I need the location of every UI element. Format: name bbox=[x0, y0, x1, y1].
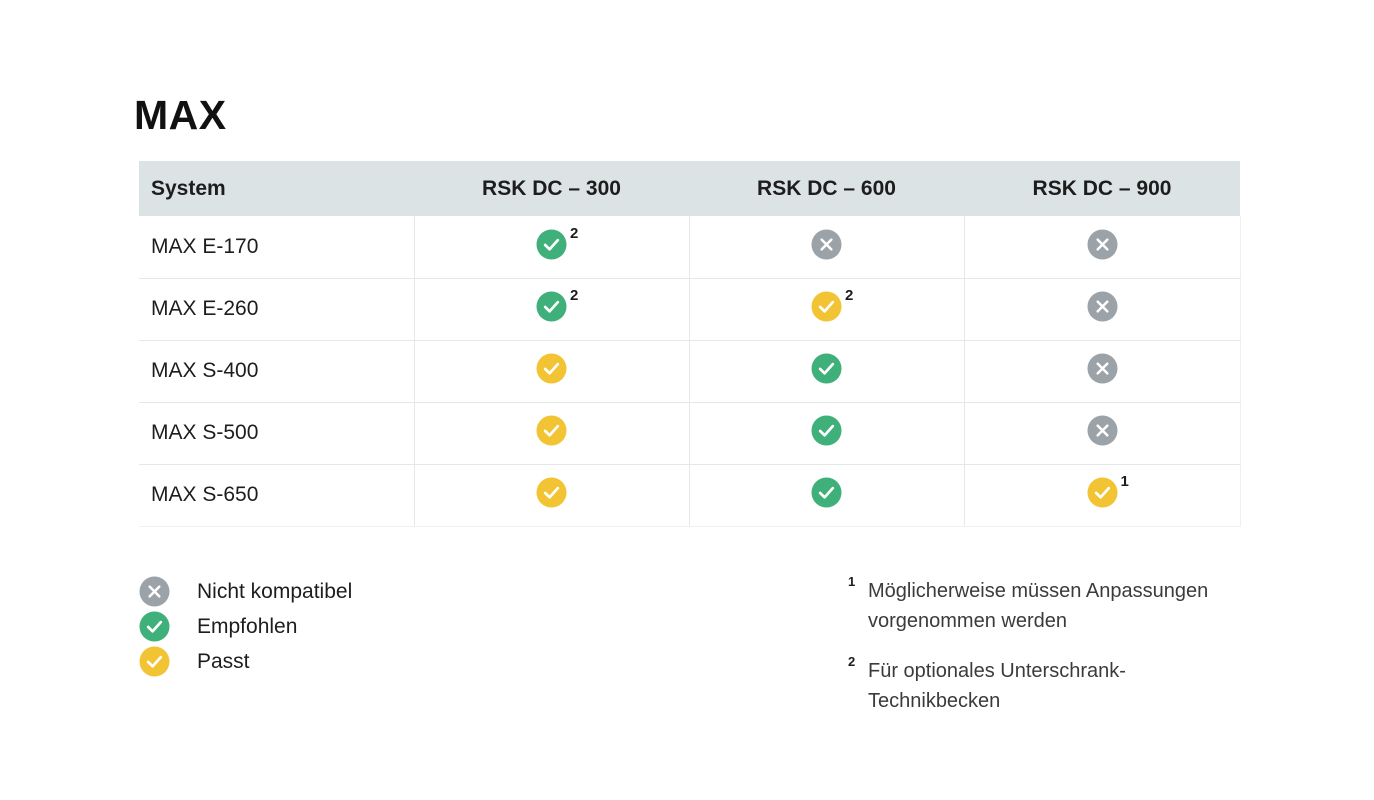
status-incompatible bbox=[1086, 353, 1118, 384]
system-name: MAX S-650 bbox=[139, 464, 414, 527]
compatibility-cell bbox=[963, 340, 1241, 403]
compatibility-table: System RSK DC – 300 RSK DC – 600 RSK DC … bbox=[139, 161, 1241, 527]
check-circle-icon bbox=[811, 415, 842, 446]
compatibility-cell bbox=[688, 464, 964, 527]
check-circle-icon bbox=[139, 611, 170, 642]
footnote-1: 1 Möglicherweise müssen Anpassungen vorge… bbox=[848, 574, 1258, 636]
check-circle-icon bbox=[811, 291, 842, 322]
compatibility-cell: 2 bbox=[413, 216, 689, 279]
page-title: MAX bbox=[134, 92, 227, 138]
x-circle-icon bbox=[1086, 229, 1118, 260]
system-name: MAX S-400 bbox=[139, 340, 414, 403]
compatibility-cell bbox=[688, 340, 964, 403]
column-header-rsk-dc-900: RSK DC – 900 bbox=[1032, 176, 1172, 200]
legend-label: Passt bbox=[197, 649, 250, 673]
compatibility-cell bbox=[413, 464, 689, 527]
check-circle-icon bbox=[536, 477, 567, 508]
status-incompatible bbox=[1086, 229, 1118, 260]
compatibility-cell: 2 bbox=[413, 278, 689, 341]
status-recommended bbox=[811, 353, 842, 384]
table-row: MAX E-170 2 bbox=[139, 216, 1241, 279]
footnote-text: Möglicherweise müssen Anpassungen vorgen… bbox=[868, 580, 1209, 632]
check-circle-icon bbox=[1086, 477, 1118, 508]
compatibility-cell: 2 bbox=[688, 278, 964, 341]
compatibility-cell bbox=[413, 340, 689, 403]
footnote-marker: 2 bbox=[570, 224, 579, 242]
status-incompatible bbox=[1086, 415, 1118, 446]
compatibility-cell bbox=[963, 216, 1241, 279]
check-circle-icon bbox=[536, 353, 567, 384]
compatibility-cell bbox=[963, 402, 1241, 465]
check-circle-icon bbox=[811, 353, 842, 384]
compatibility-cell bbox=[963, 278, 1241, 341]
status-recommended bbox=[811, 477, 842, 508]
status-fits bbox=[536, 477, 567, 508]
compatibility-cell bbox=[413, 402, 689, 465]
status-incompatible bbox=[1086, 291, 1118, 322]
status-fits bbox=[536, 353, 567, 384]
check-circle-icon bbox=[536, 229, 567, 260]
x-circle-icon bbox=[1086, 353, 1118, 384]
status-fits: 1 bbox=[1086, 473, 1129, 508]
status-fits: 2 bbox=[811, 287, 853, 322]
status-recommended: 2 bbox=[536, 287, 578, 322]
table-row: MAX E-260 2 2 bbox=[139, 278, 1241, 341]
column-header-rsk-dc-300: RSK DC – 300 bbox=[482, 176, 621, 200]
check-circle-icon bbox=[811, 477, 842, 508]
legend-item-recommended: Empfohlen bbox=[139, 609, 352, 644]
x-circle-icon bbox=[1086, 415, 1118, 446]
footnote-marker: 1 bbox=[1120, 473, 1129, 490]
column-header-system: System bbox=[151, 176, 226, 200]
legend-label: Empfohlen bbox=[197, 614, 298, 638]
footnote-marker: 2 bbox=[845, 287, 854, 304]
x-circle-icon bbox=[1086, 291, 1118, 322]
table-row: MAX S-400 bbox=[139, 340, 1241, 403]
system-name: MAX E-170 bbox=[139, 216, 414, 279]
table-header-row: System RSK DC – 300 RSK DC – 600 RSK DC … bbox=[139, 161, 1240, 216]
status-recommended bbox=[811, 415, 842, 446]
table-row: MAX S-500 bbox=[139, 402, 1241, 465]
check-circle-icon bbox=[536, 415, 567, 446]
footnotes: 1 Möglicherweise müssen Anpassungen vorge… bbox=[848, 574, 1258, 736]
system-name: MAX E-260 bbox=[139, 278, 414, 341]
legend-item-incompatible: Nicht kompatibel bbox=[139, 574, 352, 609]
footnote-text: Für optionales Unterschrank-Technikbecke… bbox=[868, 660, 1126, 712]
status-recommended: 2 bbox=[536, 225, 578, 260]
system-name: MAX S-500 bbox=[139, 402, 414, 465]
legend-item-fits: Passt bbox=[139, 644, 352, 679]
x-circle-icon bbox=[139, 576, 170, 607]
compatibility-cell: 1 bbox=[963, 464, 1241, 527]
table-row: MAX S-650 1 bbox=[139, 464, 1241, 527]
compatibility-cell bbox=[688, 216, 964, 279]
legend: Nicht kompatibel Empfohlen Passt bbox=[139, 574, 352, 679]
footnote-number: 1 bbox=[848, 574, 856, 589]
compatibility-cell bbox=[688, 402, 964, 465]
column-header-rsk-dc-600: RSK DC – 600 bbox=[757, 176, 896, 200]
status-fits bbox=[536, 415, 567, 446]
status-incompatible bbox=[811, 229, 842, 260]
x-circle-icon bbox=[811, 229, 842, 260]
check-circle-icon bbox=[139, 646, 170, 677]
legend-label: Nicht kompatibel bbox=[197, 579, 353, 603]
footnote-marker: 2 bbox=[570, 287, 579, 304]
footnote-2: 2 Für optionales Unterschrank-Technikbeck… bbox=[848, 654, 1258, 716]
check-circle-icon bbox=[536, 291, 567, 322]
footnote-number: 2 bbox=[848, 654, 856, 669]
